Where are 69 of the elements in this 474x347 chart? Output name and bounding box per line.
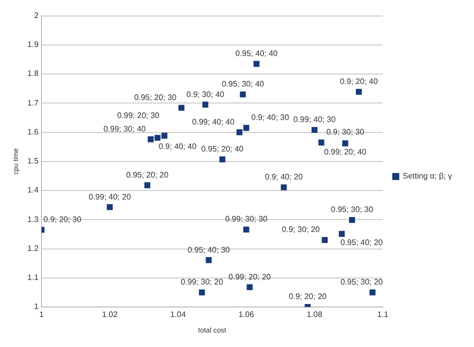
x-tick-label: 1.06 xyxy=(238,310,255,320)
data-label: 0.9; 20; 20 xyxy=(288,292,328,302)
data-label: 0.95; 40; 40 xyxy=(235,49,278,58)
point xyxy=(144,182,150,188)
x-tick-label: 1.08 xyxy=(306,310,323,320)
data-label: 0.99; 40; 20 xyxy=(88,192,132,202)
point xyxy=(243,124,250,131)
point xyxy=(240,91,246,98)
data-label: 0.95; 20; 20 xyxy=(126,170,169,180)
y-tick-label: 1.1 xyxy=(27,273,40,282)
data-label: 0.99; 20; 30 xyxy=(117,110,160,120)
data-label: 0.9; 40; 40 xyxy=(158,142,197,152)
x-tick-label: 1.04 xyxy=(170,310,186,320)
point xyxy=(154,134,161,141)
data-label: 0.95; 40; 20 xyxy=(340,238,384,248)
data-label: 0.95; 30; 40 xyxy=(222,80,265,89)
data-label: 0.99; 30; 20 xyxy=(180,278,224,287)
point xyxy=(370,289,376,296)
data-label: 0.99; 20; 20 xyxy=(228,272,272,282)
data-label: 0.9; 20; 40 xyxy=(340,77,378,86)
point xyxy=(342,140,348,146)
y-tick-label: 1.7 xyxy=(27,98,40,108)
data-label: 0.9; 40; 30 xyxy=(251,113,290,122)
data-label: 0.95; 40; 30 xyxy=(188,245,230,254)
data-label: 0.99; 20; 40 xyxy=(324,148,367,157)
data-label: 0.9; 30; 30 xyxy=(326,128,365,137)
point xyxy=(148,136,154,142)
point xyxy=(198,289,205,296)
point xyxy=(356,88,362,95)
point xyxy=(202,102,208,108)
data-label: 0.9; 30; 40 xyxy=(186,90,225,99)
point xyxy=(106,204,113,210)
point xyxy=(206,257,212,264)
data-label: 0.95; 30; 20 xyxy=(340,278,384,287)
point xyxy=(236,129,242,136)
data-label: 0.95; 30; 30 xyxy=(330,205,374,214)
y-tick-label: 1.5 xyxy=(27,156,40,166)
point xyxy=(246,284,253,290)
point xyxy=(161,132,168,139)
data-label: 0.9; 30; 20 xyxy=(282,225,320,234)
data-label: 0.99; 30; 40 xyxy=(103,124,146,134)
data-label: 0.95; 20; 30 xyxy=(134,93,177,102)
point xyxy=(318,139,324,146)
y-tick-label: 2 xyxy=(34,11,40,20)
x-tick-label: 1.1 xyxy=(377,310,389,320)
point xyxy=(338,230,345,237)
data-label: 0.99; 30; 30 xyxy=(225,214,268,224)
y-tick-label: 1 xyxy=(34,302,40,312)
point xyxy=(322,237,328,243)
x-tick-label: 1.02 xyxy=(102,310,118,320)
point xyxy=(312,126,318,133)
point xyxy=(178,104,184,111)
y-tick-label: 1.3 xyxy=(27,214,40,224)
point xyxy=(243,226,250,233)
y-tick-label: 1.8 xyxy=(27,69,40,78)
y-tick-label: 1.2 xyxy=(27,244,40,253)
point xyxy=(280,184,287,190)
y-tick-label: 1.6 xyxy=(27,127,40,136)
y-tick-label: 1.9 xyxy=(27,40,40,50)
point xyxy=(349,216,356,223)
point xyxy=(219,156,226,162)
data-label: 0.95; 20; 40 xyxy=(201,144,244,154)
data-label: 0.99; 40; 30 xyxy=(293,115,336,124)
y-tick-label: 1.4 xyxy=(27,186,40,195)
data-label: 0.9; 20; 30 xyxy=(44,215,82,224)
data-label: 0.99; 40; 40 xyxy=(192,117,235,126)
data-label: 0.9; 40; 20 xyxy=(264,172,304,182)
point xyxy=(254,60,260,67)
legend-label: Setting α; β; γ xyxy=(402,172,452,181)
